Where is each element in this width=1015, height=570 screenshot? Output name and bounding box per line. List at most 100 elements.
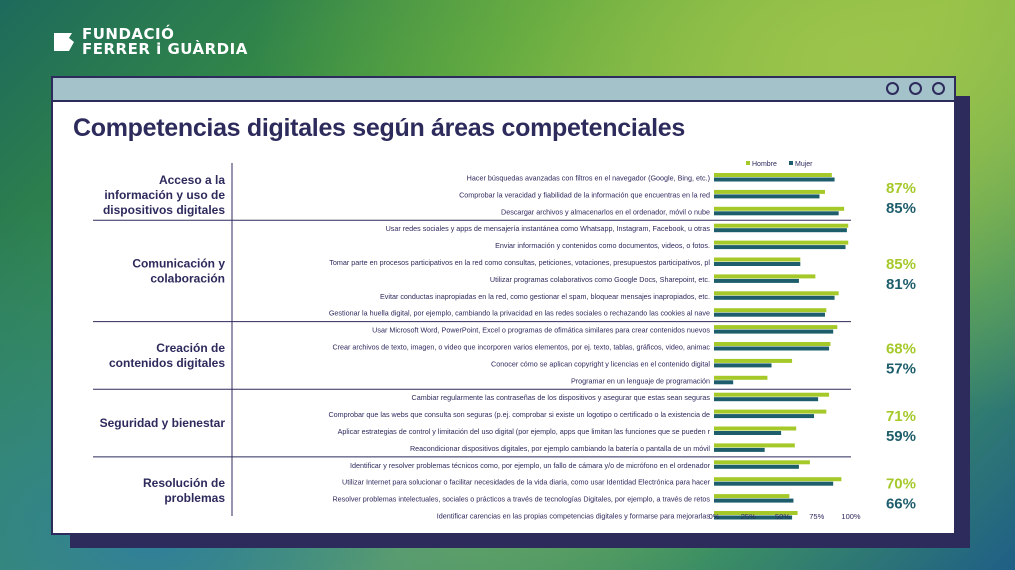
item-label: Gestionar la huella digital, por ejemplo…: [329, 309, 710, 318]
bar-hombre: [714, 494, 790, 499]
bar-mujer: [714, 447, 765, 452]
bar-mujer: [714, 295, 835, 300]
group-average-mujer: 57%: [886, 360, 916, 377]
bar-mujer: [714, 346, 830, 351]
bar-hombre: [714, 477, 842, 482]
window-control-circle-icon[interactable]: [909, 82, 922, 95]
bar-hombre: [714, 173, 832, 177]
bar-mujer: [714, 515, 793, 520]
brand-line1: FUNDACIÓ: [82, 25, 175, 43]
item-label: Comprobar que las webs que consulta son …: [328, 410, 710, 419]
item-label: Identificar carencias en las propias com…: [437, 512, 711, 521]
item-label: Cambiar regularmente las contraseñas de …: [412, 393, 711, 402]
bar-mujer: [714, 329, 834, 334]
bar-hombre: [714, 223, 849, 228]
group-label: Seguridad y bienestar: [100, 416, 226, 430]
item-label: Conocer cómo se aplican copyright y lice…: [491, 359, 710, 368]
item-label: Utilizar programas colaborativos como Go…: [490, 275, 710, 284]
bar-mujer: [714, 498, 794, 503]
group-label: información y uso de: [104, 188, 225, 202]
item-label: Usar Microsoft Word, PowerPoint, Excel o…: [372, 326, 710, 335]
bar-mujer: [714, 262, 801, 266]
bar-hombre: [714, 358, 793, 363]
group-label: Comunicación y: [132, 256, 225, 270]
bar-hombre: [714, 308, 827, 313]
bar-hombre: [714, 206, 845, 211]
brand-logo: FUNDACIÓ FERRER i GUÀRDIA: [52, 27, 248, 57]
group-average-hombre: 71%: [886, 408, 916, 425]
chart-window: Competencias digitales según áreas compe…: [51, 76, 956, 535]
group-label: dispositivos digitales: [103, 203, 225, 217]
group-average-mujer: 66%: [886, 496, 916, 513]
item-label: Usar redes sociales y apps de mensajería…: [386, 224, 711, 233]
bar-hombre: [714, 240, 849, 245]
group-label: Resolución de: [143, 476, 225, 490]
bar-hombre: [714, 426, 797, 431]
bar-mujer: [714, 312, 825, 317]
item-label: Evitar conductas inapropiadas en la red,…: [380, 292, 710, 301]
bar-hombre: [714, 392, 830, 397]
x-tick-label: 25%: [741, 512, 756, 521]
item-label: Comprobar la veracidad y fiabilidad de l…: [459, 190, 710, 199]
bar-hombre: [714, 375, 768, 380]
item-label: Enviar información y contenidos como doc…: [495, 241, 710, 250]
bar-hombre: [714, 325, 838, 330]
bar-mujer: [714, 481, 834, 486]
group-label: Creación de: [156, 341, 225, 355]
legend-swatch-hombre: [746, 161, 750, 165]
item-label: Descargar archivos y almacenarlos en el …: [501, 207, 710, 216]
bar-mujer: [714, 380, 734, 385]
bar-mujer: [714, 245, 846, 250]
item-label: Crear archivos de texto, imagen, o video…: [332, 343, 710, 352]
bar-hombre: [714, 460, 810, 465]
group-average-hombre: 87%: [886, 180, 916, 197]
page-title: Competencias digitales según áreas compe…: [73, 114, 685, 142]
group-label: contenidos digitales: [109, 356, 225, 370]
bar-mujer: [714, 414, 815, 419]
group-label: Acceso a la: [159, 173, 225, 187]
item-label: Tomar parte en procesos participativos e…: [329, 258, 710, 267]
item-label: Reacondicionar dispositivos digitales, p…: [410, 444, 710, 453]
bar-hombre: [714, 511, 798, 515]
group-label: problemas: [164, 491, 225, 505]
bar-hombre: [714, 342, 831, 346]
group-average-hombre: 85%: [886, 256, 916, 273]
x-tick-label: 50%: [775, 512, 790, 521]
group-label: colaboración: [150, 271, 225, 285]
x-tick-label: 75%: [809, 512, 824, 521]
bar-mujer: [714, 194, 820, 199]
legend-label-mujer: Mujer: [795, 161, 813, 168]
bar-hombre: [714, 291, 839, 296]
bar-mujer: [714, 278, 799, 283]
group-average-hombre: 70%: [886, 476, 916, 493]
window-titlebar: [53, 78, 954, 102]
item-label: Resolver problemas intelectuales, social…: [332, 495, 710, 504]
legend-label-hombre: Hombre: [752, 161, 777, 168]
bar-hombre: [714, 189, 825, 194]
x-tick-label: 100%: [841, 512, 861, 521]
bar-hombre: [714, 443, 795, 448]
bar-mujer: [714, 211, 839, 216]
item-label: Hacer búsquedas avanzadas con filtros en…: [467, 174, 710, 183]
bar-mujer: [714, 431, 782, 435]
bar-hombre: [714, 274, 816, 279]
bar-hombre: [714, 409, 827, 414]
legend-swatch-mujer: [789, 161, 793, 165]
bar-mujer: [714, 464, 799, 469]
bar-mujer: [714, 177, 835, 182]
window-control-circle-icon[interactable]: [932, 82, 945, 95]
x-tick-label: 0%: [709, 512, 720, 521]
brand-line2: FERRER i GUÀRDIA: [82, 40, 248, 58]
foundation-logo-icon: [54, 33, 74, 51]
window-control-circle-icon[interactable]: [886, 82, 899, 95]
item-label: Programar en un lenguaje de programación: [571, 376, 710, 385]
group-average-hombre: 68%: [886, 340, 916, 357]
bar-mujer: [714, 228, 847, 233]
bar-hombre: [714, 257, 801, 262]
group-average-mujer: 81%: [886, 276, 916, 293]
group-average-mujer: 59%: [886, 428, 916, 445]
item-label: Utilizar Internet para solucionar o faci…: [342, 478, 711, 487]
group-average-mujer: 85%: [886, 200, 916, 217]
bar-mujer: [714, 397, 819, 402]
